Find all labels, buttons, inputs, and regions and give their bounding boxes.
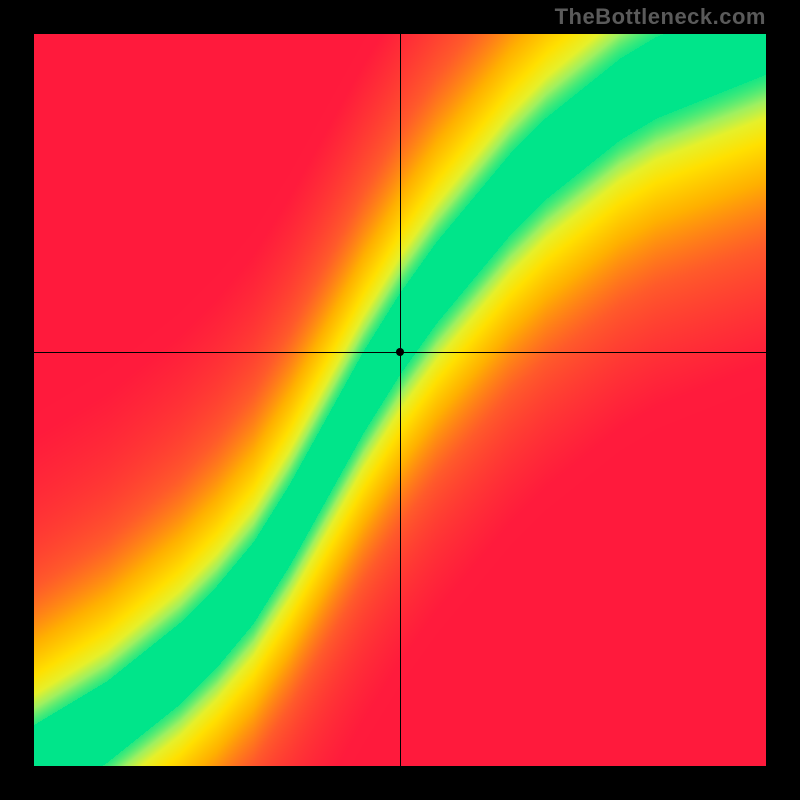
watermark-text: TheBottleneck.com — [555, 4, 766, 30]
crosshair-vertical — [400, 34, 401, 766]
crosshair-marker — [396, 348, 404, 356]
heatmap-plot — [34, 34, 766, 766]
